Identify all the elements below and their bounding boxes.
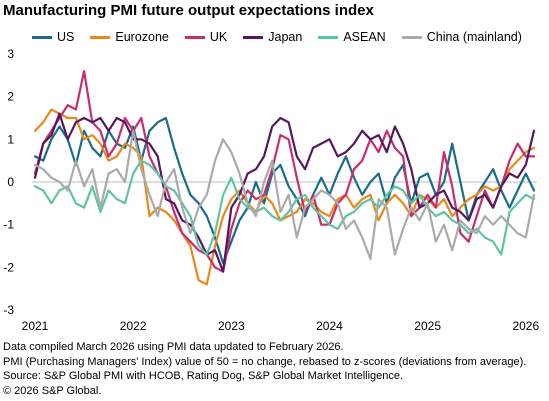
- legend-swatch: [184, 35, 205, 39]
- legend-swatch: [318, 35, 339, 39]
- legend-swatch: [243, 35, 264, 39]
- legend-label: UK: [209, 30, 228, 44]
- series-line-japan: [33, 112, 536, 273]
- x-tick-label: 2022: [120, 319, 147, 333]
- legend-swatch: [32, 35, 52, 39]
- legend-swatch: [401, 35, 422, 39]
- y-tick-label: 1: [7, 132, 14, 146]
- series-line-us: [33, 116, 536, 265]
- legend-item: US: [32, 30, 74, 44]
- note-line-source: Source: S&P Global PMI with HCOB, Rating…: [3, 370, 404, 382]
- y-tick-label: -1: [3, 218, 14, 232]
- series-line-asean: [33, 159, 536, 256]
- legend-item: China (mainland): [401, 30, 522, 44]
- legend-item: Eurozone: [90, 30, 169, 44]
- note-line-data-compiled: Data compiled March 2026 using PMI data …: [3, 341, 344, 353]
- chart-title: Manufacturing PMI future output expectat…: [3, 2, 374, 19]
- y-tick-label: 0: [7, 175, 14, 189]
- x-tick-label: 2021: [22, 319, 49, 333]
- legend-label: China (mainland): [426, 30, 522, 44]
- line-chart: 3 2 1 0 -1 -2 -3 2021 2022 2023 2024 2025 2026: [3, 47, 539, 333]
- y-tick-label: -2: [3, 260, 14, 274]
- series-line-uk: [33, 70, 536, 273]
- x-tick-label: 2025: [414, 319, 441, 333]
- legend-label: Eurozone: [115, 30, 169, 44]
- legend-item: UK: [184, 30, 228, 44]
- legend-label: US: [57, 30, 75, 44]
- legend-item: ASEAN: [318, 30, 386, 44]
- chart-legend: US Eurozone UK Japan ASEAN China (mainland): [32, 30, 522, 44]
- y-tick-label: 2: [7, 90, 14, 104]
- note-line-pmi-definition: PMI (Purchasing Managers' Index) value o…: [3, 355, 527, 368]
- y-tick-label: 3: [7, 47, 14, 61]
- legend-item: Japan: [243, 30, 302, 44]
- chart-notes: Data compiled March 2026 using PMI data …: [3, 340, 526, 398]
- legend-swatch: [90, 35, 111, 39]
- legend-label: ASEAN: [343, 30, 386, 44]
- x-tick-label: 2024: [316, 319, 343, 333]
- legend-label: Japan: [268, 30, 303, 44]
- y-tick-label: -3: [3, 303, 14, 317]
- x-tick-label: 2026: [512, 319, 539, 333]
- x-tick-label: 2023: [218, 319, 245, 333]
- series-line-eurozone: [33, 108, 536, 286]
- note-line-copyright: © 2026 S&P Global.: [3, 384, 102, 397]
- series-line-china-mainland: [33, 129, 536, 260]
